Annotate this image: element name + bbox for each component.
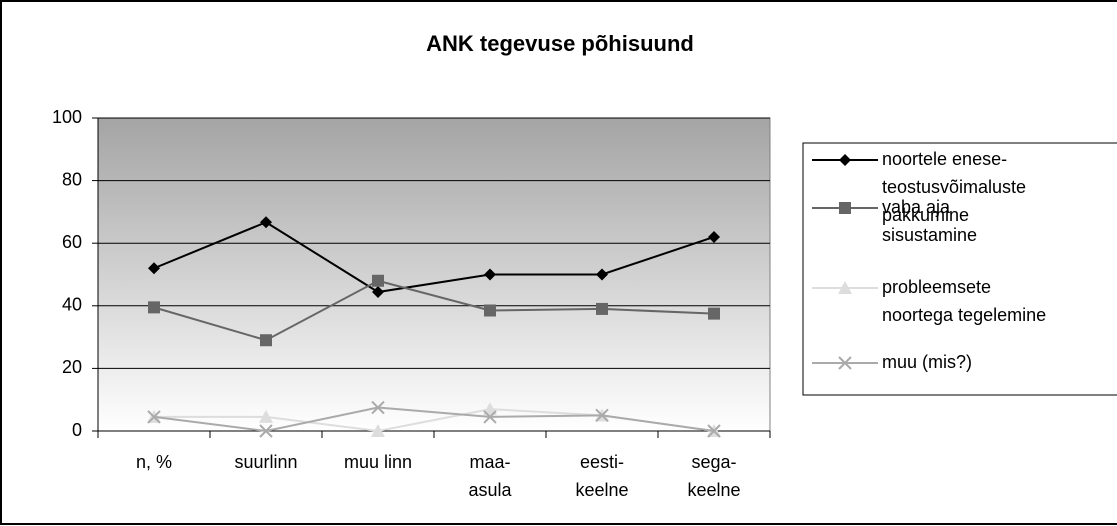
data-point — [371, 424, 385, 437]
x-tick-label: eesti-keelne — [575, 452, 628, 500]
data-point — [483, 410, 497, 424]
y-tick-label: 0 — [72, 420, 82, 440]
plot-area — [97, 117, 771, 432]
legend-label: probleemsete noortega tegelemine — [882, 277, 1046, 325]
data-point — [147, 410, 161, 424]
data-point — [371, 400, 385, 415]
data-point — [708, 307, 720, 320]
chart-title: ANK tegevuse põhisuund — [426, 31, 694, 56]
data-point — [596, 268, 608, 281]
y-tick-label: 20 — [62, 357, 82, 377]
data-point — [259, 424, 273, 438]
y-tick-label: 40 — [62, 295, 82, 315]
legend-label: muu (mis?) — [882, 352, 972, 372]
data-point — [484, 268, 496, 281]
x-tick-label: suurlinn — [234, 452, 297, 472]
data-point — [484, 304, 496, 317]
y-tick-label: 80 — [62, 169, 82, 189]
data-point — [148, 301, 160, 314]
x-tick-label: n, % — [136, 452, 172, 472]
data-point — [596, 302, 608, 315]
x-tick-label: sega-keelne — [687, 452, 740, 500]
legend-marker — [839, 154, 851, 166]
data-point — [708, 230, 720, 243]
legend-label: vaba aja sisustamine — [882, 197, 977, 245]
data-point — [595, 408, 609, 423]
data-point — [148, 262, 160, 275]
data-point — [372, 286, 384, 299]
data-point — [707, 424, 721, 438]
data-point — [483, 402, 497, 416]
legend-marker — [838, 281, 852, 294]
series-line — [153, 221, 715, 294]
x-tick-label: muu linn — [344, 452, 412, 472]
x-tick-label: maa-asula — [468, 452, 512, 500]
series-line — [153, 279, 715, 342]
y-tick-label: 100 — [52, 107, 82, 127]
data-point — [260, 216, 272, 229]
data-point — [260, 334, 272, 347]
legend — [802, 142, 1117, 396]
data-point — [372, 274, 384, 287]
legend-marker — [839, 202, 851, 214]
y-tick-label: 60 — [62, 232, 82, 252]
series-line — [153, 406, 715, 433]
legend-marker — [838, 356, 852, 370]
legend-label: noortele enese-teostusvõimaluste pakkumin… — [882, 149, 1026, 225]
data-point — [259, 409, 273, 423]
